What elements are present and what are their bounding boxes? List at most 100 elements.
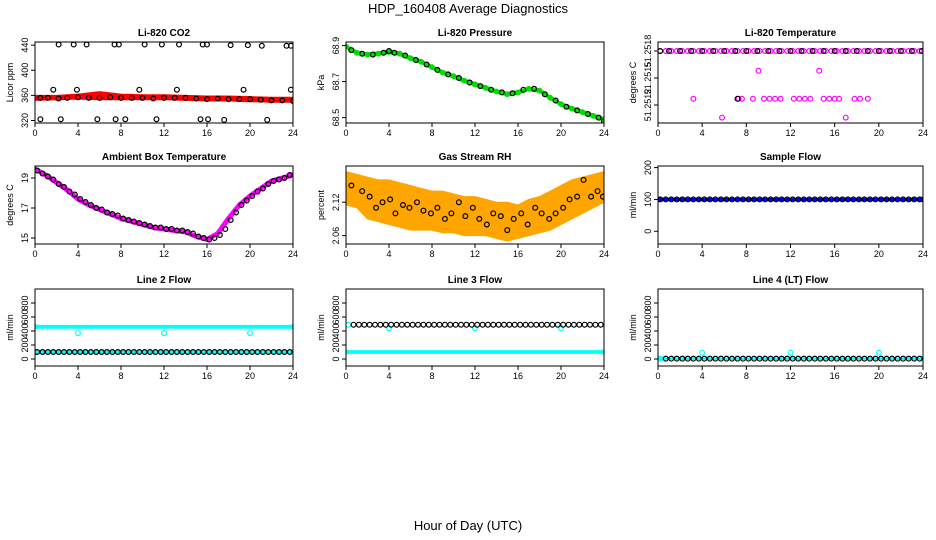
data-point [701,355,708,362]
data-point [766,95,773,102]
data-point [911,196,918,203]
data-point [857,95,864,102]
data-point [576,321,583,328]
data-point [398,321,405,328]
data-point [205,116,212,123]
data-point [104,209,111,216]
data-point [445,71,452,78]
x-tick-label: 24 [288,249,298,259]
x-tick-label: 12 [785,249,795,259]
data-point [372,321,379,328]
data-point [789,196,796,203]
data-point [533,321,540,328]
data-point [866,355,873,362]
data-point [673,355,680,362]
data-point [227,217,234,224]
x-tick-label: 20 [245,128,255,138]
y-tick-label: 440 [20,38,30,53]
data-point [436,321,443,328]
data-point [431,321,438,328]
data-point [658,48,664,54]
data-point [286,349,293,356]
data-point [789,47,796,54]
data-point [350,321,357,328]
panel-box-temp: Ambient Box Temperature 0 4 8 12 16 20 24 15 17 19… [5,152,298,259]
data-point [701,47,708,54]
data-point [668,47,675,54]
data-point [147,223,154,230]
data-point [712,196,719,203]
y-tick-label: 68.9 [331,37,341,55]
data-point [706,47,713,54]
data-point [690,47,697,54]
y-tick-label: 320 [20,113,30,128]
data-point [751,47,758,54]
y-tick-label: 200 [331,337,341,352]
y-axis-label: ml/min [5,314,15,341]
data-point [168,226,175,233]
data-point [592,321,599,328]
data-point [195,233,202,240]
data-point [37,94,44,101]
data-point [844,47,851,54]
figure-title: HDP_160408 Average Diagnostics [368,1,568,16]
data-point [247,96,254,103]
data-point [270,178,277,185]
data-point [364,193,371,200]
data-point [161,94,168,101]
data-point [772,95,779,102]
data-point [265,181,272,188]
data-point [427,210,434,217]
y-tick-label: 200 [20,337,30,352]
data-point [695,47,702,54]
data-point [776,47,783,54]
data-point [476,215,483,222]
data-point [406,204,413,211]
data-point [787,47,794,54]
data-point [822,196,829,203]
x-tick-label: 24 [918,128,928,138]
x-tick-label: 4 [386,249,391,259]
x-tick-label: 0 [343,371,348,381]
data-point [878,196,885,203]
data-point [734,355,741,362]
data-point [139,94,146,101]
data-point [574,107,581,114]
x-tick-label: 0 [655,128,660,138]
y-axis-label: Licor ppm [5,63,15,103]
data-point [268,97,275,104]
data-point [532,204,539,211]
x-tick-label: 8 [744,249,749,259]
data-point [193,95,200,102]
data-point [361,321,368,328]
data-point [531,85,538,92]
data-point [353,49,360,56]
data-point [565,321,572,328]
data-point [412,56,419,63]
y-axis-label: kPa [316,75,326,91]
data-point [254,188,261,195]
data-point [504,227,511,234]
data-point [522,321,529,328]
data-point [740,196,747,203]
data-point [695,355,702,362]
data-point [515,221,521,228]
panel-pressure: Li-820 Pressure 0 4 8 12 16 20 24 68.5 68.7 68.9 kP… [316,28,609,138]
data-point [811,355,818,362]
x-tick-label: 24 [599,371,609,381]
data-point [418,58,425,65]
data-point [57,116,64,123]
data-point [723,355,730,362]
data-point [844,196,851,203]
x-tick-label: 20 [874,128,884,138]
x-tick-label: 20 [556,249,566,259]
x-tick-label: 8 [429,249,434,259]
data-point [717,355,724,362]
x-tick-label: 24 [918,371,928,381]
series-band [35,324,293,329]
y-tick-label: 2.12 [331,193,341,211]
data-point [850,196,857,203]
data-point [756,47,763,54]
